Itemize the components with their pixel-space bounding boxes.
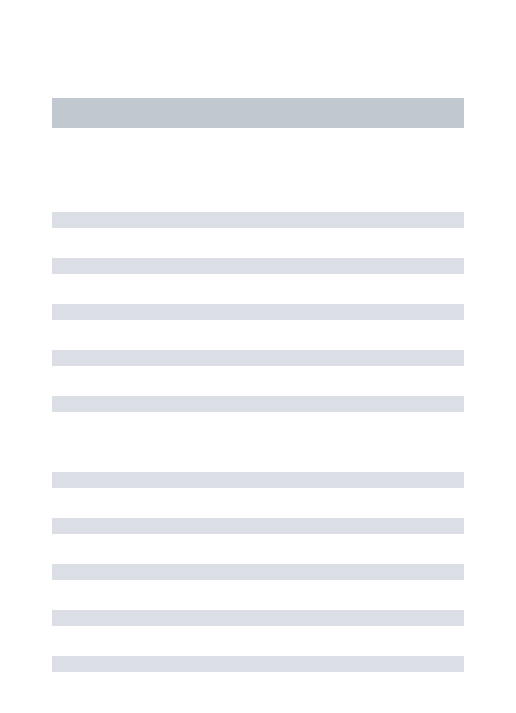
skeleton-group-2 (52, 472, 464, 672)
skeleton-container (0, 0, 516, 672)
skeleton-line (52, 656, 464, 672)
skeleton-line (52, 304, 464, 320)
skeleton-line (52, 472, 464, 488)
skeleton-line (52, 350, 464, 366)
skeleton-line (52, 258, 464, 274)
skeleton-line (52, 396, 464, 412)
skeleton-line (52, 518, 464, 534)
skeleton-group-gap (52, 442, 464, 472)
skeleton-line (52, 564, 464, 580)
skeleton-title-bar (52, 98, 464, 128)
skeleton-line (52, 212, 464, 228)
skeleton-line (52, 610, 464, 626)
skeleton-group-1 (52, 212, 464, 412)
